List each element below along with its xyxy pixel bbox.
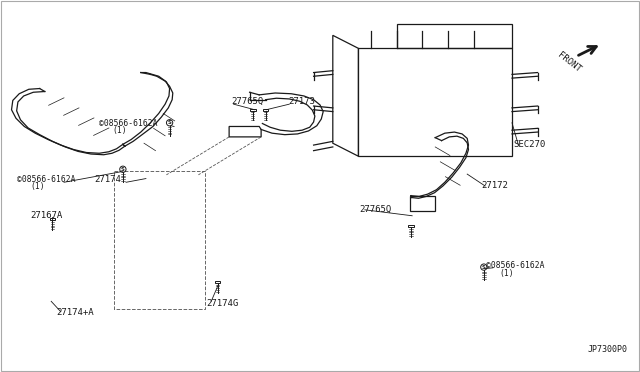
Text: ©08566-6162A: ©08566-6162A — [486, 262, 545, 270]
Text: S: S — [482, 264, 486, 270]
Text: 27167A: 27167A — [31, 211, 63, 219]
Text: 27172: 27172 — [481, 181, 508, 190]
Text: FRONT: FRONT — [556, 51, 583, 74]
Bar — [250, 109, 255, 111]
Text: ©08566-6162A: ©08566-6162A — [99, 119, 157, 128]
Text: 27765Q: 27765Q — [232, 97, 264, 106]
Text: 27174+A: 27174+A — [56, 308, 94, 317]
Text: (1): (1) — [31, 182, 45, 190]
Text: ©08566-6162A: ©08566-6162A — [17, 175, 76, 184]
Text: S: S — [121, 167, 125, 172]
Text: JP7300P0: JP7300P0 — [588, 345, 627, 354]
Bar — [215, 281, 220, 283]
Bar — [50, 218, 55, 221]
Text: 27174: 27174 — [95, 175, 122, 184]
Text: 27173: 27173 — [288, 97, 315, 106]
Text: SEC270: SEC270 — [513, 140, 545, 149]
Text: 27765Q: 27765Q — [360, 205, 392, 214]
Text: S: S — [168, 120, 172, 125]
Bar — [408, 225, 413, 227]
Bar — [263, 109, 268, 111]
Text: 27174G: 27174G — [206, 299, 238, 308]
Text: (1): (1) — [499, 269, 514, 278]
Text: (1): (1) — [112, 126, 127, 135]
